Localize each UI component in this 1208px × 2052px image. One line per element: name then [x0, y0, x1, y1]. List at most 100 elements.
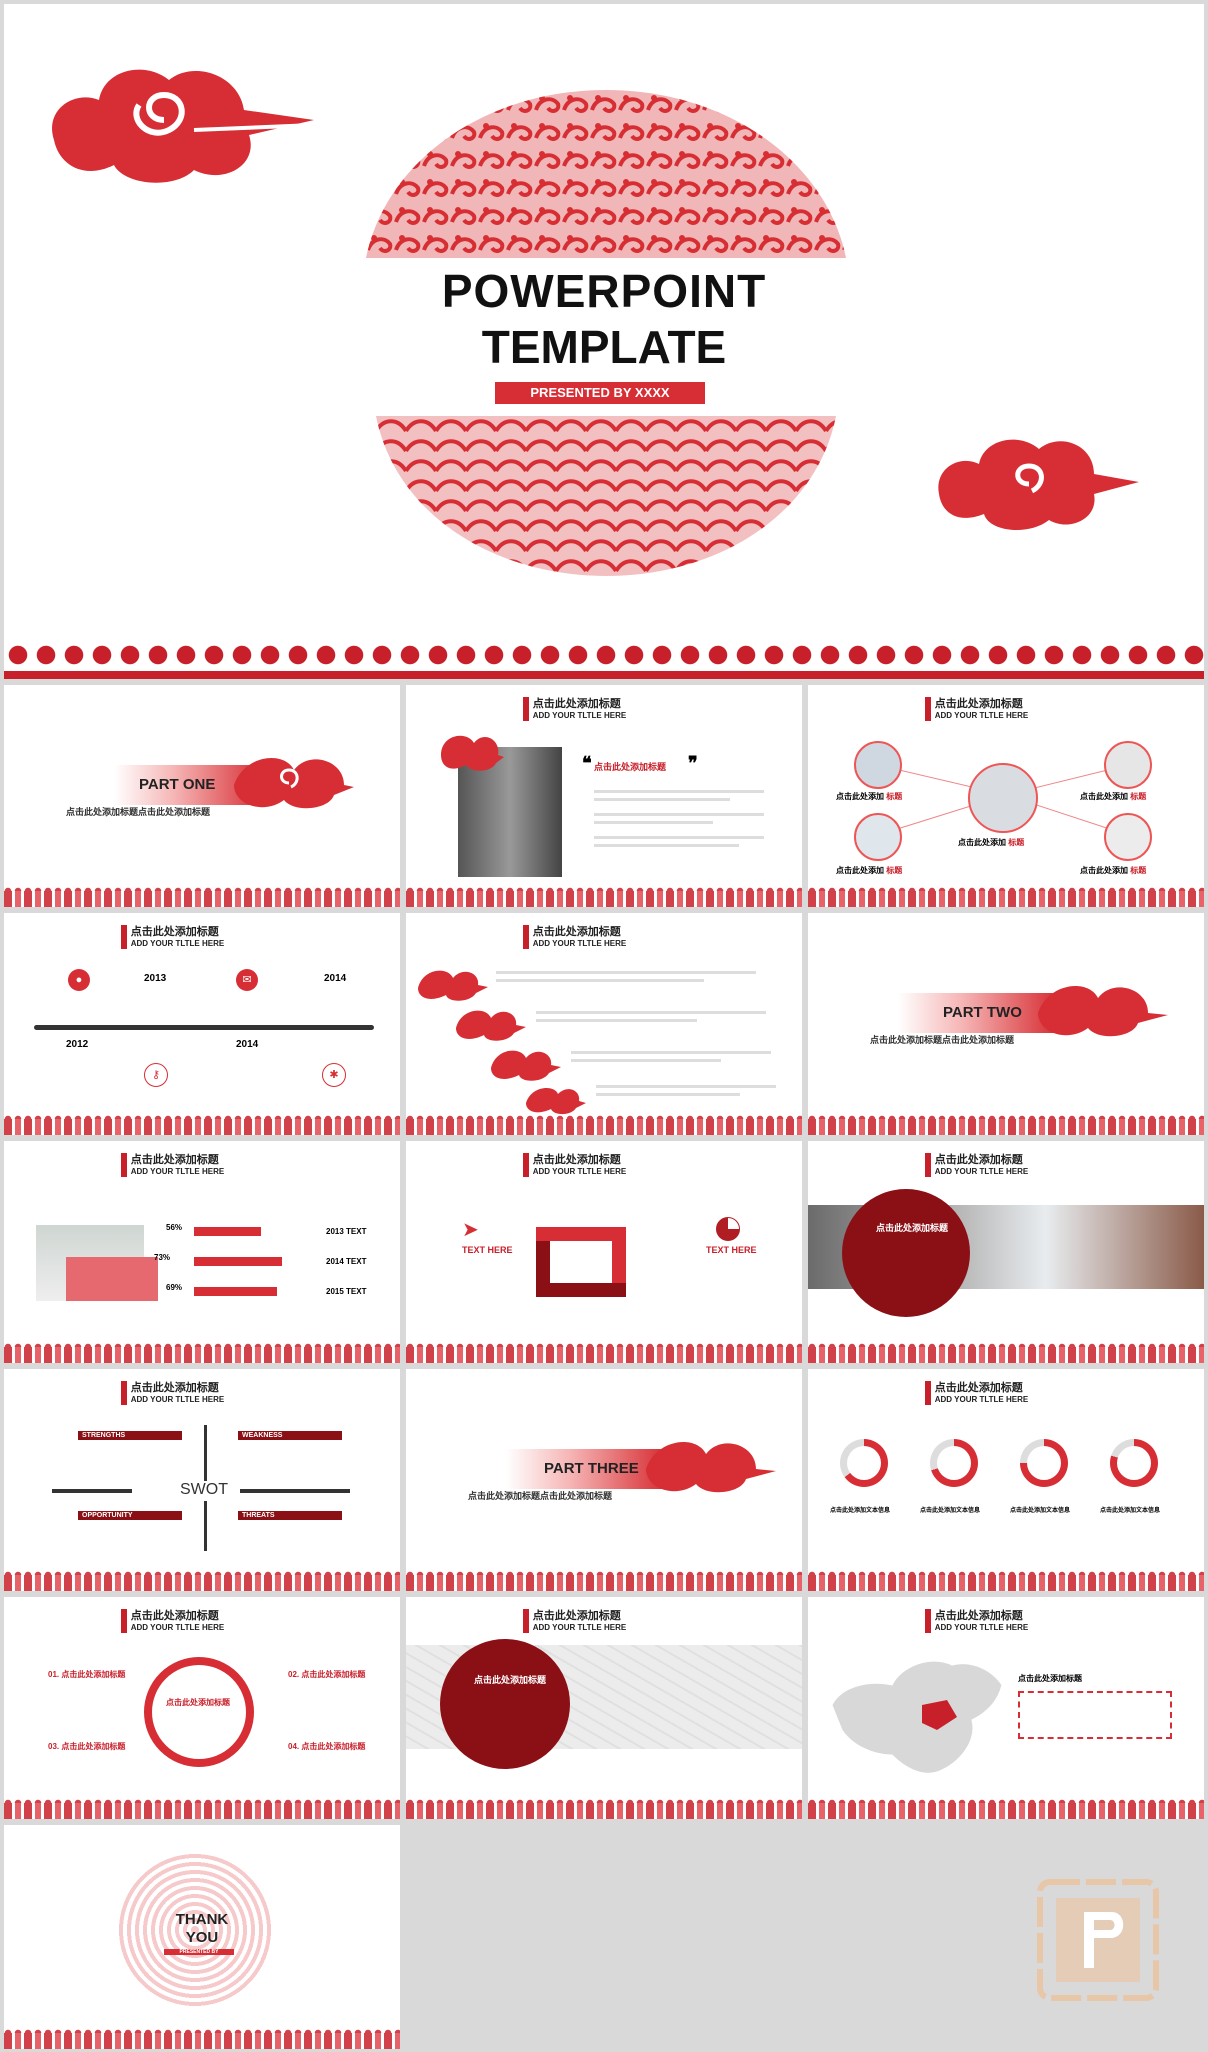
cloud-icon [646, 1442, 776, 1493]
year: 2014 [324, 973, 347, 984]
swot-label: OPPORTUNITY [78, 1511, 182, 1520]
zigzag-shape [536, 1227, 626, 1241]
label: 点击此处添加 标题 [1080, 792, 1147, 801]
cloud-border [808, 1342, 1204, 1363]
label: 点击此处添加 标题 [836, 866, 903, 875]
swot-center: SWOT [180, 1481, 228, 1498]
part-label: PART THREE [544, 1460, 639, 1477]
donut-label: 点击此处添加文本信息 [830, 1508, 891, 1514]
slide-header: 点击此处添加标题 ADD YOUR TLTLE HERE [924, 1379, 1028, 1405]
thanks-line2: YOU [185, 1929, 219, 1946]
text-here-left: TEXT HERE [462, 1245, 513, 1255]
cloud-icon [234, 758, 354, 809]
slide-header: 点击此处添加标题 ADD YOUR TLTLE HERE [924, 1607, 1028, 1633]
label: 点击此处添加 标题 [1080, 866, 1147, 875]
pie-icon [716, 1217, 740, 1241]
text-lines [496, 971, 756, 982]
slide-photo-circle[interactable]: 点击此处添加标题 ADD YOUR TLTLE HERE 点击此处添加标题 [808, 1141, 1204, 1363]
swot-label: STRENGTHS [78, 1431, 182, 1440]
part-label: PART ONE [139, 776, 216, 793]
text-lines [536, 1011, 766, 1022]
map-title: 点击此处添加标题 [1018, 1674, 1082, 1683]
slide-swot[interactable]: 点击此处添加标题 ADD YOUR TLTLE HERE SWOT STRENGT… [4, 1369, 400, 1591]
slide-china-map[interactable]: 点击此处添加标题 ADD YOUR TLTLE HERE 点击此处添加标题 [808, 1597, 1204, 1819]
year: 2012 [66, 1039, 89, 1050]
circle-title: 点击此处添加标题 [474, 1675, 547, 1685]
photo-caption-box [66, 1257, 158, 1301]
slide-donuts[interactable]: 点击此处添加标题 ADD YOUR TLTLE HERE 点击此处添加文本信息 点击… [808, 1369, 1204, 1591]
mail-icon: ✉ [236, 969, 258, 991]
china-map [831, 1660, 1003, 1774]
zigzag-shape [612, 1227, 626, 1283]
slide-part-one[interactable]: PART ONE 点击此处添加标题点击此处添加标题 [4, 685, 400, 907]
cloud-border [808, 1114, 1204, 1135]
bar-label: 2014 TEXT [326, 1257, 367, 1266]
bar-percent: 56% [166, 1223, 183, 1232]
slide-cloud-list[interactable]: 点击此处添加标题 ADD YOUR TLTLE HERE [406, 913, 802, 1135]
donut [1110, 1439, 1158, 1487]
cover-title-line1: POWERPOINT [441, 265, 767, 317]
faded-ornament [116, 1851, 274, 2009]
cloud-border [4, 886, 400, 907]
cover-slide[interactable]: POWERPOINT TEMPLATE PRESENTED BY XXXX [4, 4, 1204, 679]
slide-quote[interactable]: 点击此处添加标题 ADD YOUR TLTLE HERE 点击此处添加标题 ❝ ❞ [406, 685, 802, 907]
avatar [1104, 741, 1152, 789]
part-subtitle: 点击此处添加标题点击此处添加标题 [66, 807, 211, 817]
circle-title: 点击此处添加标题 [876, 1223, 949, 1233]
slide-thank-you[interactable]: THANK YOU PRESENTED BY [4, 1825, 400, 2049]
avatar [968, 763, 1038, 833]
slide-part-two[interactable]: PART TWO 点击此处添加标题点击此处添加标题 [808, 913, 1204, 1135]
cloud-border [4, 1570, 400, 1591]
cloud-border [406, 1114, 802, 1135]
slide-map-circle[interactable]: 点击此处添加标题 ADD YOUR TLTLE HERE 点击此处添加标题 [406, 1597, 802, 1819]
cloud-border [4, 1798, 400, 1819]
watermark-logo [1037, 1879, 1159, 2001]
map-text-box [1018, 1691, 1172, 1739]
bar-percent: 69% [166, 1283, 183, 1292]
slide-bars[interactable]: 点击此处添加标题 ADD YOUR TLTLE HERE 56% 2013 TEXT… [4, 1141, 400, 1363]
center-ring [144, 1657, 254, 1767]
cloud-border [406, 1342, 802, 1363]
slide-part-three[interactable]: PART THREE 点击此处添加标题点击此处添加标题 [406, 1369, 802, 1591]
year: 2014 [236, 1039, 259, 1050]
donut [1020, 1439, 1068, 1487]
slide-people[interactable]: 点击此处添加标题 ADD YOUR TLTLE HERE 点击此处添加 标题 点击… [808, 685, 1204, 907]
cloud-icon [418, 970, 488, 1001]
slide-header: 点击此处添加标题 ADD YOUR TLTLE HERE [924, 695, 1028, 721]
swot-label: WEAKNESS [238, 1431, 342, 1440]
bar [194, 1287, 277, 1296]
year: 2013 [144, 973, 167, 984]
slide-text-here[interactable]: 点击此处添加标题 ADD YOUR TLTLE HERE ➤ TEXT HERE … [406, 1141, 802, 1363]
thanks-sub: PRESENTED BY [164, 1949, 234, 1955]
slide-header: 点击此处添加标题 ADD YOUR TLTLE HERE [522, 1151, 626, 1177]
part-label: PART TWO [943, 1004, 1022, 1021]
cloud-border [4, 2028, 400, 2049]
slide-header: 点击此处添加标题 ADD YOUR TLTLE HERE [120, 923, 224, 949]
donut [930, 1439, 978, 1487]
bar [194, 1257, 282, 1266]
cover-title-line2: TEMPLATE [481, 321, 727, 373]
cloud-border [4, 1342, 400, 1363]
user-icon: ● [68, 969, 90, 991]
slide-header: 点击此处添加标题 ADD YOUR TLTLE HERE [924, 1151, 1028, 1177]
item-title: 03. 点击此处添加标题 [48, 1742, 126, 1751]
slide-timeline[interactable]: 点击此处添加标题 ADD YOUR TLTLE HERE ● ✉ ⚷ ✱ 2013… [4, 913, 400, 1135]
bar-label: 2015 TEXT [326, 1287, 367, 1296]
donut-label: 点击此处添加文本信息 [1100, 1508, 1161, 1514]
cloud-icon [491, 1050, 561, 1081]
thanks-line1: THANK [175, 1911, 229, 1928]
cloud-border [406, 1570, 802, 1591]
item-title: 02. 点击此处添加标题 [288, 1670, 366, 1679]
cloud-border [808, 1570, 1204, 1591]
avatar [854, 813, 902, 861]
text-block [594, 785, 764, 852]
bar-label: 2013 TEXT [326, 1227, 367, 1236]
cloud-icon [52, 69, 315, 183]
slide-four-items[interactable]: 点击此处添加标题 ADD YOUR TLTLE HERE 点击此处添加标题 01.… [4, 1597, 400, 1819]
cloud-border [406, 1798, 802, 1819]
swot-line [204, 1425, 207, 1481]
center-title: 点击此处添加标题 [166, 1698, 230, 1707]
cloud-border [808, 886, 1204, 907]
quote-mark-icon: ❞ [688, 753, 698, 773]
key-icon: ⚷ [144, 1063, 168, 1087]
